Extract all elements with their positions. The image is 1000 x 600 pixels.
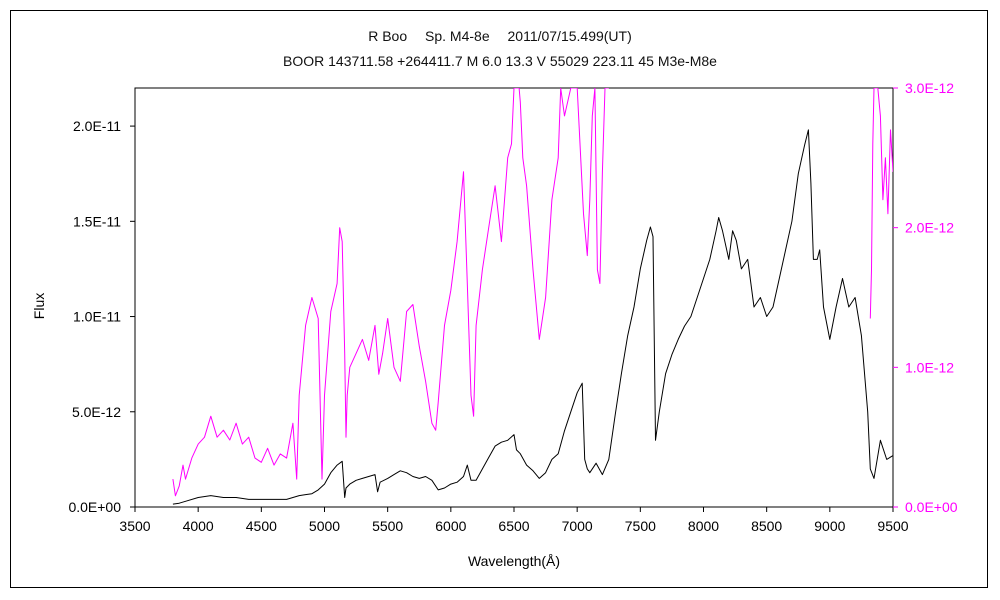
y-tick-label: 5.0E-12	[72, 404, 121, 420]
y-tick-label: 0.0E+00	[68, 499, 121, 515]
plot-area	[134, 87, 894, 508]
y-axis-right: 0.0E+00 1.0E-12 2.0E-12 3.0E-12	[893, 80, 958, 515]
y2-tick-label: 0.0E+00	[905, 499, 958, 515]
x-tick-label: 8500	[751, 518, 782, 534]
x-tick-label: 5500	[372, 518, 403, 534]
y2-tick-label: 3.0E-12	[905, 80, 954, 96]
y2-tick-label: 2.0E-12	[905, 220, 954, 236]
series-line-left-axis	[172, 129, 893, 505]
x-tick-label: 9500	[877, 518, 908, 534]
x-tick-label: 4000	[183, 518, 214, 534]
x-tick-label: 8000	[688, 518, 719, 534]
y-tick-label: 2.0E-11	[73, 118, 121, 134]
x-tick-label: 3500	[119, 518, 150, 534]
series-layer	[172, 88, 893, 505]
y2-tick-label: 1.0E-12	[905, 359, 954, 375]
chart-subtitle: BOOR 143711.58 +264411.7 M 6.0 13.3 V 55…	[283, 53, 717, 69]
x-tick-label: 4500	[246, 518, 277, 534]
figure-frame	[10, 10, 988, 588]
x-axis: 3500 4000 4500 5000 5500 6000 6500 7000 7500 8000…	[119, 507, 909, 534]
y-tick-label: 1.5E-11	[73, 213, 121, 229]
x-tick-label: 6500	[498, 518, 529, 534]
chart-title: R Boo Sp. M4-8e 2011/07/15.499(UT)	[368, 28, 632, 44]
x-tick-label: 5000	[309, 518, 340, 534]
y-axis-label: Flux	[31, 293, 47, 319]
series-line-right-axis	[172, 88, 893, 497]
x-tick-label: 9000	[814, 518, 845, 534]
x-tick-label: 7500	[625, 518, 656, 534]
x-tick-label: 6000	[435, 518, 466, 534]
y-tick-label: 1.0E-11	[73, 309, 121, 325]
y-axis-left: 0.0E+00 5.0E-12 1.0E-11 1.5E-11 2.0E-11	[68, 118, 135, 515]
x-axis-label: Wavelength(Å)	[468, 553, 560, 569]
x-tick-label: 7000	[562, 518, 593, 534]
